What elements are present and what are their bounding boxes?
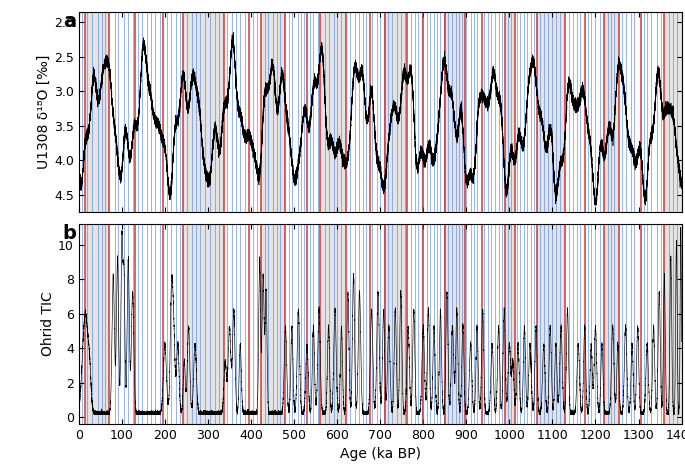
Bar: [262, 224, 284, 424]
Bar: [445, 12, 464, 212]
Bar: [505, 224, 514, 424]
Bar: [320, 12, 346, 212]
Y-axis label: Ohrid TIC: Ohrid TIC: [41, 292, 55, 356]
Bar: [386, 12, 407, 212]
Bar: [262, 12, 284, 212]
Bar: [320, 224, 346, 424]
Bar: [184, 12, 224, 212]
Bar: [664, 224, 682, 424]
Bar: [85, 12, 110, 212]
Bar: [604, 224, 619, 424]
Bar: [505, 12, 514, 212]
Y-axis label: U1308 δ¹⁸O [‰]: U1308 δ¹⁸O [‰]: [37, 55, 51, 169]
Bar: [537, 12, 565, 212]
Bar: [537, 224, 565, 424]
Bar: [445, 224, 464, 424]
Text: a: a: [62, 12, 76, 31]
X-axis label: Age (ka BP): Age (ka BP): [340, 447, 421, 461]
Bar: [664, 12, 682, 212]
Text: b: b: [62, 224, 76, 243]
Bar: [604, 12, 619, 212]
Bar: [85, 224, 110, 424]
Bar: [386, 224, 407, 424]
Bar: [184, 224, 224, 424]
